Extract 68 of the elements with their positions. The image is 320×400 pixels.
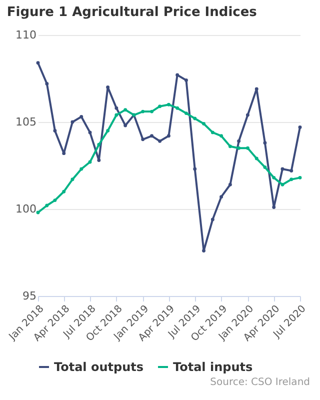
point bbox=[106, 128, 110, 132]
point bbox=[193, 167, 197, 171]
y-tick-label: 95 bbox=[22, 290, 36, 302]
point bbox=[36, 210, 40, 214]
point bbox=[272, 206, 276, 209]
point bbox=[280, 182, 284, 186]
point bbox=[290, 178, 294, 182]
point bbox=[176, 73, 180, 77]
point bbox=[88, 130, 92, 134]
point bbox=[70, 178, 74, 182]
point bbox=[166, 134, 170, 138]
point bbox=[193, 116, 197, 120]
point bbox=[263, 166, 267, 169]
point bbox=[298, 125, 302, 129]
point bbox=[228, 182, 232, 186]
point bbox=[202, 249, 206, 252]
point bbox=[141, 110, 145, 114]
source-note: Source: CSO Ireland bbox=[209, 377, 311, 388]
point bbox=[114, 113, 118, 117]
y-tick-label: 110 bbox=[16, 28, 36, 42]
point bbox=[210, 130, 214, 134]
point bbox=[150, 134, 154, 138]
point bbox=[150, 110, 154, 114]
point bbox=[53, 128, 57, 132]
point bbox=[158, 139, 162, 143]
point bbox=[36, 61, 40, 65]
point bbox=[184, 78, 188, 82]
point bbox=[254, 156, 258, 160]
point bbox=[246, 146, 250, 150]
point bbox=[62, 190, 66, 194]
point bbox=[176, 106, 180, 110]
y-tick-label: 105 bbox=[16, 116, 36, 128]
point bbox=[202, 122, 206, 126]
point bbox=[106, 85, 110, 89]
point bbox=[141, 138, 145, 142]
point bbox=[45, 204, 49, 208]
point bbox=[88, 160, 92, 164]
point bbox=[210, 218, 214, 222]
point bbox=[220, 195, 224, 199]
y-tick-label: 100 bbox=[16, 202, 36, 216]
point bbox=[124, 108, 128, 112]
point bbox=[298, 176, 302, 180]
line-series bbox=[36, 61, 302, 252]
point bbox=[280, 167, 284, 171]
point bbox=[114, 106, 118, 110]
point bbox=[62, 152, 66, 156]
point bbox=[184, 112, 188, 116]
point bbox=[246, 113, 250, 117]
point bbox=[97, 142, 101, 146]
point bbox=[45, 82, 49, 86]
point bbox=[272, 176, 276, 180]
point bbox=[70, 120, 74, 124]
point bbox=[97, 158, 101, 162]
legend-label: Total outputs bbox=[54, 360, 144, 374]
chart-title: Figure 1 Agricultural Price Indices bbox=[6, 5, 258, 20]
point bbox=[80, 167, 84, 171]
point bbox=[158, 104, 162, 108]
point bbox=[254, 87, 258, 91]
point bbox=[220, 134, 224, 138]
point bbox=[166, 102, 170, 106]
point bbox=[80, 115, 84, 119]
point bbox=[228, 144, 232, 148]
point bbox=[53, 198, 57, 202]
point bbox=[263, 141, 267, 145]
point bbox=[237, 139, 241, 143]
legend-label: Total inputs bbox=[173, 360, 253, 374]
point bbox=[237, 146, 241, 150]
point bbox=[290, 168, 294, 172]
